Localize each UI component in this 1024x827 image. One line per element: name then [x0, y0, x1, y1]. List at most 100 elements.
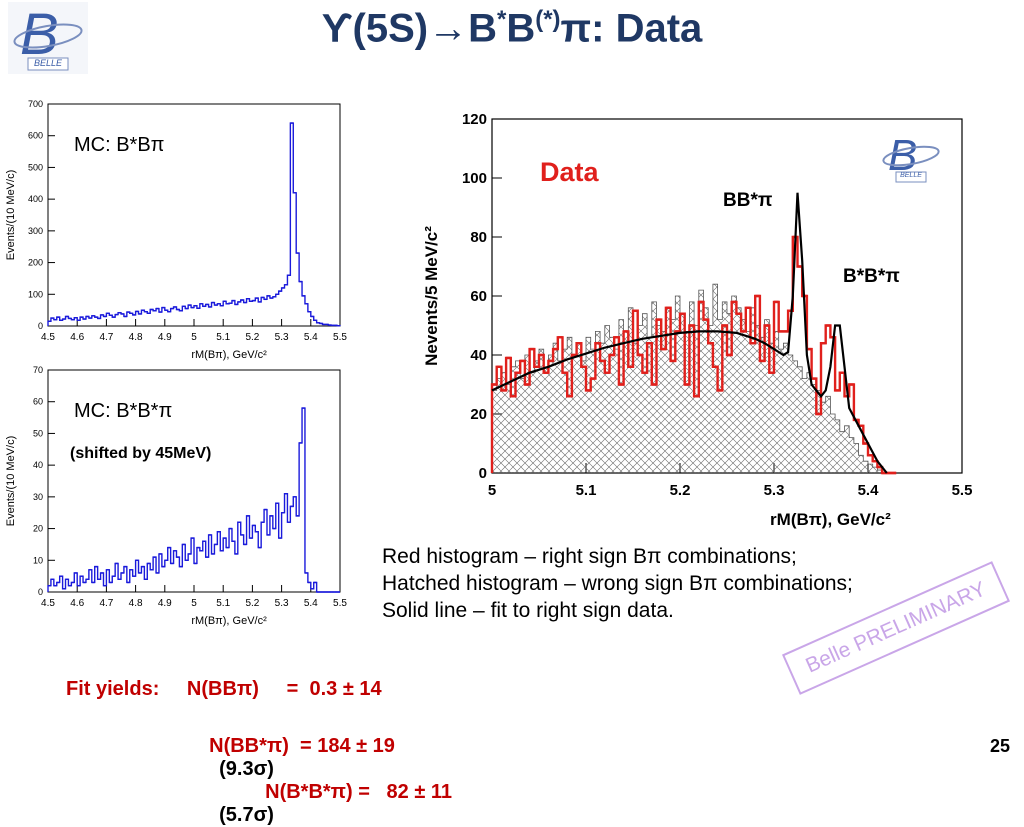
hatched-bar — [755, 325, 760, 473]
hatched-bar — [496, 378, 502, 473]
hatched-bar — [759, 337, 765, 473]
x-tick-label: 4.6 — [70, 332, 84, 343]
hatched-bar — [788, 355, 793, 473]
mc-bbpi-chart: 4.5 4.6 4.7 4.8 4.9 5 5.1 5.2 5.3 5.4 5.5 0 100 200 30… — [5, 99, 347, 361]
hatched-bar — [698, 290, 704, 473]
mc-histogram — [47, 407, 340, 593]
y-tick-label: 100 — [28, 289, 43, 299]
y-tick-label: 60 — [470, 288, 487, 305]
y-tick-label: 400 — [28, 194, 43, 204]
hatched-bar — [539, 349, 544, 473]
hatched-bar — [736, 307, 742, 473]
peak-bsbspi-label: B*B*π — [843, 266, 900, 287]
hatched-bar — [868, 464, 873, 473]
x-axis-label: rM(Bπ), GeV/c² — [191, 615, 267, 627]
hatched-bar — [586, 337, 591, 473]
x-tick-label: 4.5 — [41, 598, 55, 609]
hatched-bar — [783, 343, 789, 473]
hatched-bar — [689, 301, 695, 473]
x-tick-label: 5 — [488, 482, 496, 499]
x-tick-label: 4.9 — [158, 332, 172, 343]
hatched-bar — [802, 378, 807, 473]
hatched-bar — [661, 331, 666, 473]
y-tick-label: 10 — [33, 555, 43, 565]
hatched-bar — [792, 360, 798, 473]
x-tick-label: 5.2 — [245, 332, 259, 343]
y-tick-label: 600 — [28, 131, 43, 141]
hatched-bar — [515, 360, 521, 473]
title-sup-paren-star: (*) — [535, 6, 561, 33]
hatched-bar — [712, 284, 718, 473]
hatched-bar — [872, 467, 878, 473]
belle-logo-small: B BELLE — [880, 130, 942, 186]
hatched-bar — [604, 325, 610, 473]
hatched-bar — [717, 319, 723, 473]
x-tick-label: 4.8 — [129, 332, 143, 343]
fit-bsbspi-signif: (5.7σ) — [219, 804, 274, 826]
title-sup-star: * — [496, 6, 507, 33]
x-tick-label: 4.7 — [99, 332, 113, 343]
hatched-bar — [849, 437, 854, 473]
hatched-bar — [764, 319, 770, 473]
hatched-bar — [637, 325, 643, 473]
mc-histogram — [47, 122, 341, 327]
hatched-bar — [656, 325, 662, 473]
belle-logo: B BELLE — [8, 2, 88, 74]
hatched-bar — [600, 343, 605, 473]
hatched-bar — [567, 337, 572, 473]
hatched-bar — [778, 349, 784, 473]
y-tick-label: 500 — [28, 162, 43, 172]
hatched-bar — [684, 331, 690, 473]
x-tick-label: 4.9 — [158, 598, 172, 609]
hatched-bar — [581, 360, 586, 473]
fit-row2: N(BB*π) = 184 ± 19 (9.3σ) N(B*B*π) = 82 … — [198, 712, 452, 827]
hatched-bar — [529, 372, 535, 473]
hatched-bar — [816, 390, 821, 473]
x-tick-label: 4.7 — [99, 598, 113, 609]
hatched-bar — [750, 307, 756, 473]
hatched-bar — [797, 366, 803, 473]
hatched-bar — [548, 355, 554, 473]
hatched-bar — [858, 455, 864, 473]
y-tick-label: 70 — [33, 365, 43, 375]
hatched-bar — [821, 402, 826, 473]
right-sign-histogram — [490, 235, 897, 475]
hatched-bar — [863, 461, 868, 473]
hatched-bar — [576, 343, 582, 473]
fit-label: Fit yields: — [66, 678, 160, 700]
fit-bsbspi: N(B*B*π) = 82 ± 11 — [265, 781, 453, 803]
data-chart: 5 5.1 5.2 5.3 5.4 5.5 0 20 40 60 80 100 120 rM(Bπ), G… — [422, 111, 972, 529]
y-tick-label: 300 — [28, 226, 43, 236]
slide-title: ϒ(5S)→B*B(*)π: Data — [0, 6, 1024, 51]
hatched-bar — [835, 419, 840, 473]
data-label: Data — [540, 157, 599, 187]
logo-text-small: BELLE — [900, 172, 922, 179]
x-tick-label: 5.2 — [670, 482, 691, 499]
x-tick-label: 4.5 — [41, 332, 55, 343]
hatched-bar — [844, 425, 850, 473]
x-axis-label: rM(Bπ), GeV/c² — [770, 510, 891, 529]
x-tick-label: 4.8 — [129, 598, 143, 609]
y-tick-label: 700 — [28, 99, 43, 109]
caption: Red histogram – right sign Bπ combinatio… — [382, 543, 853, 624]
hatched-bar — [614, 349, 619, 473]
hatched-bar — [741, 319, 746, 473]
hatched-bar — [506, 384, 511, 473]
hatched-bar — [665, 307, 671, 473]
hatched-bar — [811, 384, 817, 473]
hatched-bar — [628, 307, 633, 473]
fit-curve — [491, 192, 888, 474]
y-tick-label: 40 — [470, 347, 487, 364]
x-tick-label: 5.3 — [764, 482, 785, 499]
y-tick-label: 40 — [33, 460, 43, 470]
hatched-bar — [853, 443, 859, 473]
x-axis-label: rM(Bπ), GeV/c² — [191, 349, 267, 361]
hatched-bar — [708, 325, 713, 473]
hatched-bar — [694, 325, 699, 473]
y-tick-label: 60 — [33, 397, 43, 407]
hatched-bar — [524, 355, 530, 473]
page-number: 25 — [989, 736, 1010, 756]
hatched-bar — [703, 307, 709, 473]
mc-shift-note: (shifted by 45MeV) — [70, 445, 212, 462]
y-tick-label: 0 — [38, 321, 43, 331]
